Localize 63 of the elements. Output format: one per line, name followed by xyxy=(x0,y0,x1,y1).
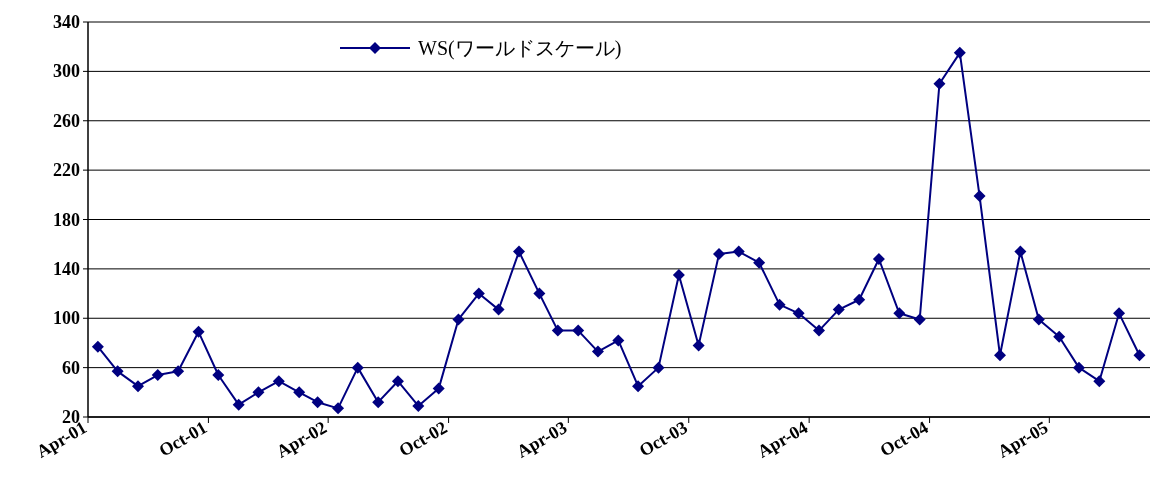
point xyxy=(132,380,145,393)
point xyxy=(512,245,525,258)
point xyxy=(632,380,645,393)
point xyxy=(953,46,966,59)
point xyxy=(792,307,805,320)
point xyxy=(472,287,485,300)
point xyxy=(773,298,786,311)
point xyxy=(372,396,385,409)
point xyxy=(1053,330,1066,343)
point xyxy=(151,369,164,382)
point xyxy=(272,375,285,388)
point xyxy=(672,269,685,282)
point xyxy=(692,339,705,352)
y-tick-label: 60 xyxy=(62,357,80,378)
point xyxy=(933,77,946,90)
point xyxy=(192,325,205,338)
point xyxy=(591,345,604,358)
point xyxy=(172,365,185,378)
point xyxy=(311,396,324,409)
point xyxy=(572,324,585,337)
point xyxy=(212,369,225,382)
point xyxy=(551,324,564,337)
point xyxy=(91,340,104,353)
y-tick-label: 220 xyxy=(53,160,80,181)
point xyxy=(913,313,926,326)
y-tick-label: 140 xyxy=(53,258,80,279)
y-tick-label: 180 xyxy=(53,209,80,230)
point xyxy=(612,334,625,347)
point xyxy=(753,256,766,269)
point xyxy=(713,248,726,261)
point xyxy=(872,253,885,265)
point xyxy=(813,324,826,337)
y-tick-label: 340 xyxy=(53,12,80,32)
point xyxy=(412,399,425,412)
point xyxy=(111,365,124,378)
point xyxy=(1014,245,1027,258)
point xyxy=(232,398,245,411)
y-tick-label: 300 xyxy=(53,61,80,82)
point xyxy=(1133,349,1146,362)
point xyxy=(1032,313,1045,326)
point xyxy=(452,313,465,326)
point xyxy=(351,361,364,374)
point xyxy=(832,303,845,316)
legend-label: WS(ワールドスケール) xyxy=(418,37,622,60)
point xyxy=(533,287,546,300)
point xyxy=(293,386,306,399)
point xyxy=(432,382,445,395)
point xyxy=(492,303,505,316)
point xyxy=(252,386,265,399)
y-tick-label: 100 xyxy=(53,308,80,329)
point xyxy=(993,349,1006,362)
point xyxy=(652,361,665,374)
point xyxy=(1093,375,1106,388)
point xyxy=(893,307,906,320)
y-tick-label: 260 xyxy=(53,110,80,131)
point xyxy=(391,375,404,388)
point xyxy=(732,245,745,258)
point xyxy=(332,402,345,415)
point xyxy=(973,190,986,203)
point xyxy=(1072,361,1085,374)
legend: WS(ワールドスケール) xyxy=(339,37,622,59)
point xyxy=(1113,307,1126,320)
point xyxy=(853,293,866,306)
